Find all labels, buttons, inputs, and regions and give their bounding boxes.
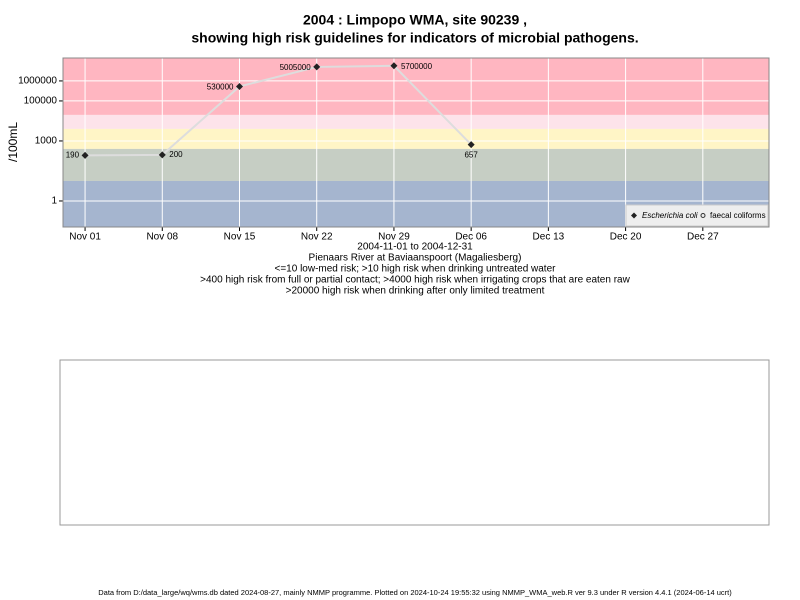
data-point — [81, 151, 89, 159]
data-point — [467, 141, 475, 149]
legend-marker — [700, 213, 706, 218]
plot-frame — [62, 57, 770, 228]
data-label: 530000 — [207, 83, 234, 92]
risk-band — [63, 114, 769, 129]
subtitle-line: >20000 high risk when drinking after onl… — [286, 286, 545, 297]
data-label: 657 — [464, 151, 478, 160]
data-point — [158, 151, 166, 159]
legend-marker — [631, 212, 637, 219]
y-axis-label: /100mL — [6, 122, 20, 162]
risk-band — [63, 128, 769, 149]
x-tick-label: Nov 15 — [224, 232, 256, 243]
chart-title: 2004 : Limpopo WMA, site 90239 , — [303, 12, 527, 28]
legend-label: Escherichia coli — [642, 211, 698, 220]
data-label: 5005000 — [280, 63, 312, 72]
data-point — [236, 82, 243, 90]
subtitle-line: Pienaars River at Baviaanspoort (Magalie… — [309, 253, 522, 264]
empty-panel — [59, 359, 770, 526]
x-tick-label: Dec 27 — [687, 232, 719, 243]
x-tick-label: Dec 20 — [610, 232, 642, 243]
subtitle-line: <=10 low-med risk; >10 high risk when dr… — [275, 264, 557, 275]
data-label: 5700000 — [401, 62, 433, 71]
chart-title: showing high risk guidelines for indicat… — [191, 30, 638, 46]
x-tick-label: Dec 13 — [533, 232, 565, 243]
risk-band — [63, 58, 769, 115]
x-tick-label: Nov 22 — [301, 232, 333, 243]
y-tick-label: 1 — [51, 196, 57, 207]
legend-label: faecal coliforms — [710, 211, 766, 220]
y-tick-label: 1000000 — [18, 76, 57, 87]
x-tick-label: Nov 01 — [69, 232, 101, 243]
x-tick-label: Nov 08 — [146, 232, 178, 243]
data-label: 200 — [169, 150, 183, 159]
data-point — [390, 62, 398, 70]
risk-band — [63, 148, 769, 181]
y-tick-label: 1000 — [35, 136, 58, 147]
x-tick-label: Dec 06 — [455, 232, 487, 243]
x-tick-label: Nov 29 — [378, 232, 410, 243]
data-point — [313, 63, 321, 71]
legend-box — [625, 204, 769, 227]
data-label: 190 — [66, 150, 80, 159]
footer: Data from D:/data_large/wq/wms.db dated … — [98, 588, 732, 597]
subtitle-line: 2004-11-01 to 2004-12-31 — [357, 242, 473, 253]
series-line — [85, 64, 472, 157]
subtitle-line: >400 high risk from full or partial cont… — [200, 275, 630, 286]
y-tick-label: 100000 — [24, 96, 58, 107]
